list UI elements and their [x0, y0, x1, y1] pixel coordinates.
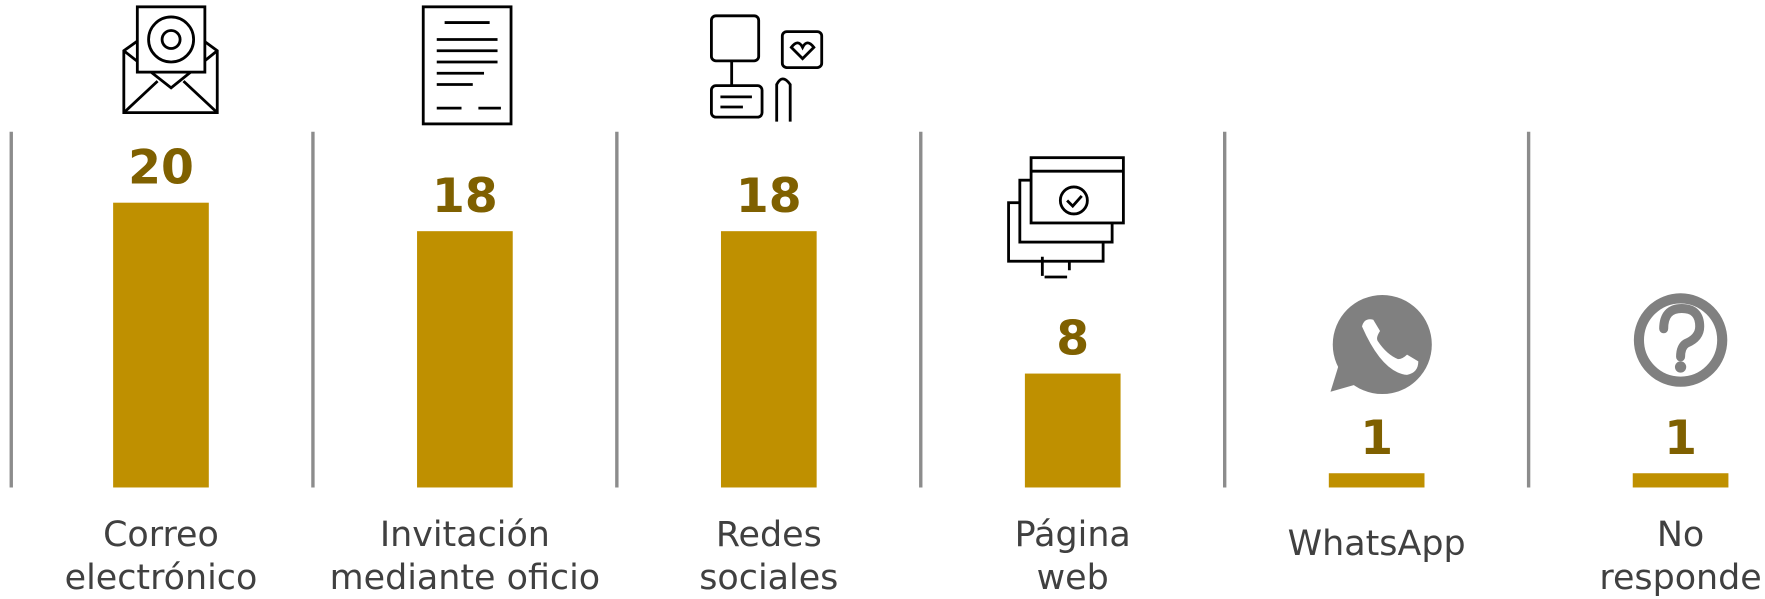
- icon-whatsapp: [1330, 294, 1432, 395]
- icon-social: [709, 14, 824, 122]
- category-label: No responde: [1599, 515, 1761, 598]
- category-line: No: [1657, 515, 1704, 555]
- bar: [1328, 473, 1425, 488]
- icon-email: [122, 5, 219, 115]
- category-line: sociales: [699, 558, 838, 598]
- icon-web: [1007, 156, 1125, 279]
- value-label: 18: [432, 169, 498, 224]
- category-label: Página web: [1015, 515, 1131, 598]
- category-label: Correo electrónico: [65, 515, 258, 598]
- category-line: electrónico: [65, 558, 258, 598]
- value-label: 1: [1360, 411, 1393, 466]
- category-line: Página: [1015, 515, 1131, 555]
- icon-question: [1633, 293, 1728, 387]
- value-label: 20: [128, 141, 194, 196]
- category-line: WhatsApp: [1288, 524, 1466, 564]
- separators: [9, 131, 1531, 488]
- category-label: WhatsApp: [1288, 524, 1466, 564]
- bar: [417, 231, 513, 488]
- category-line: web: [1037, 558, 1109, 598]
- category-line: Correo: [103, 515, 219, 555]
- category-line: Redes: [716, 515, 822, 555]
- category-line: mediante oficio: [330, 558, 600, 598]
- category-label: Invitación mediante oficio: [330, 515, 600, 598]
- value-label: 1: [1664, 411, 1697, 466]
- value-label: 18: [736, 169, 802, 224]
- category-line: responde: [1599, 558, 1761, 598]
- icon-document: [421, 5, 513, 126]
- bar: [1024, 373, 1121, 488]
- category-line: Invitación: [380, 515, 550, 555]
- bar: [113, 202, 209, 488]
- bar: [720, 231, 817, 488]
- bar: [1632, 473, 1729, 488]
- category-label: Redes sociales: [699, 515, 838, 598]
- value-label: 8: [1056, 311, 1089, 366]
